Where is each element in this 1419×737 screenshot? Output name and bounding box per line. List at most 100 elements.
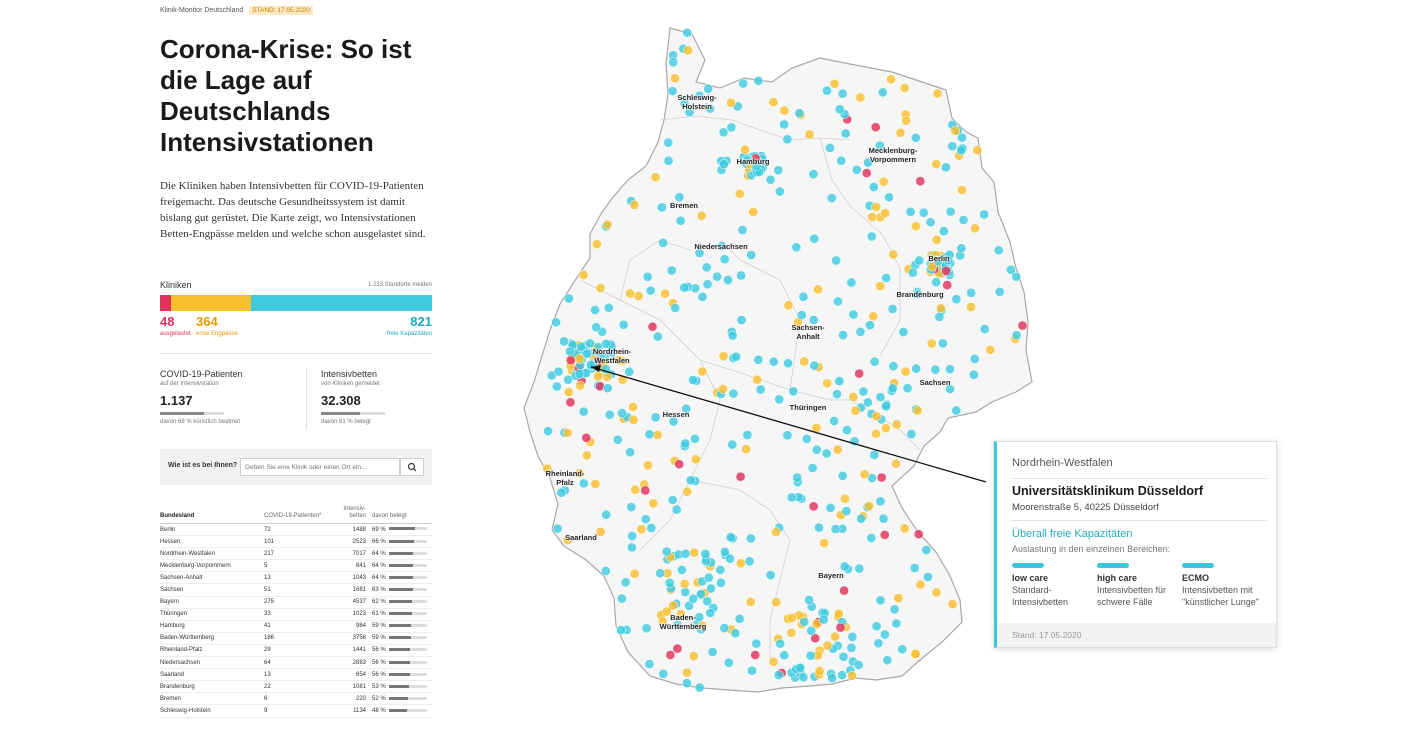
clinic-marker[interactable] (901, 115, 912, 126)
search-button[interactable] (400, 458, 424, 476)
clinic-marker[interactable] (641, 623, 652, 634)
clinic-marker[interactable] (957, 185, 967, 195)
clinic-marker[interactable] (718, 127, 729, 138)
clinic-marker[interactable] (837, 470, 848, 481)
clinic-marker[interactable] (680, 587, 691, 597)
clinic-marker[interactable] (771, 597, 782, 608)
clinic-marker[interactable] (665, 650, 676, 660)
clinic-marker[interactable] (682, 27, 693, 38)
clinic-marker[interactable] (873, 638, 884, 649)
clinic-marker[interactable] (697, 620, 708, 631)
clinic-marker[interactable] (581, 450, 592, 461)
clinic-marker[interactable] (682, 678, 692, 688)
clinic-marker[interactable] (697, 366, 708, 377)
clinic-marker[interactable] (876, 472, 887, 483)
clinic-marker[interactable] (578, 478, 589, 489)
clinic-marker[interactable] (895, 127, 906, 138)
clinic-marker[interactable] (738, 78, 748, 89)
clinic-marker[interactable] (915, 579, 926, 590)
clinic-marker[interactable] (863, 157, 873, 168)
clinic-marker[interactable] (804, 595, 814, 605)
clinic-marker[interactable] (694, 682, 705, 693)
clinic-marker[interactable] (746, 533, 756, 544)
clinic-marker[interactable] (902, 383, 913, 394)
clinic-marker[interactable] (931, 234, 942, 245)
clinic-marker[interactable] (765, 570, 776, 580)
clinic-marker[interactable] (742, 155, 752, 166)
col-bundesland[interactable]: Bundesland (160, 506, 264, 524)
clinic-marker[interactable] (795, 662, 806, 673)
clinic-marker[interactable] (846, 643, 857, 653)
clinic-marker[interactable] (787, 613, 797, 623)
clinic-marker[interactable] (951, 405, 962, 416)
clinic-marker[interactable] (591, 322, 602, 333)
clinic-marker[interactable] (969, 354, 980, 364)
clinic-marker[interactable] (718, 351, 729, 362)
clinic-marker[interactable] (601, 338, 611, 349)
clinic-marker[interactable] (576, 341, 586, 352)
clinic-marker[interactable] (731, 351, 742, 362)
clinic-marker[interactable] (808, 315, 819, 325)
clinic-marker[interactable] (562, 427, 573, 438)
clinic-marker[interactable] (718, 384, 728, 394)
clinic-marker[interactable] (847, 670, 857, 681)
clinic-marker[interactable] (966, 302, 976, 312)
clinic-marker[interactable] (947, 599, 958, 610)
clinic-marker[interactable] (970, 223, 980, 234)
clinic-marker[interactable] (595, 526, 606, 537)
clinic-marker[interactable] (866, 533, 877, 543)
clinic-marker[interactable] (625, 288, 635, 299)
clinic-marker[interactable] (933, 256, 944, 267)
clinic-marker[interactable] (552, 381, 562, 392)
clinic-marker[interactable] (798, 291, 809, 302)
clinic-marker[interactable] (684, 107, 695, 118)
clinic-marker[interactable] (1011, 330, 1022, 341)
clinic-marker[interactable] (979, 324, 990, 334)
clinic-marker[interactable] (913, 529, 924, 540)
clinic-marker[interactable] (833, 296, 843, 307)
clinic-marker[interactable] (703, 572, 714, 583)
clinic-marker[interactable] (702, 596, 713, 607)
clinic-marker[interactable] (730, 628, 741, 639)
clinic-marker[interactable] (942, 280, 953, 290)
clinic-marker[interactable] (825, 503, 836, 513)
clinic-marker[interactable] (875, 140, 885, 151)
clinic-marker[interactable] (791, 242, 802, 253)
clinic-marker[interactable] (930, 364, 941, 375)
clinic-marker[interactable] (696, 210, 707, 221)
clinic-marker[interactable] (915, 176, 926, 187)
clinic-marker[interactable] (910, 649, 921, 659)
clinic-marker[interactable] (848, 309, 859, 320)
clinic-marker[interactable] (664, 578, 675, 588)
clinic-marker[interactable] (819, 538, 829, 548)
clinic-marker[interactable] (719, 254, 730, 265)
clinic-marker[interactable] (840, 128, 851, 139)
clinic-marker[interactable] (891, 618, 902, 629)
clinic-marker[interactable] (822, 378, 833, 389)
clinic-marker[interactable] (668, 57, 679, 68)
clinic-marker[interactable] (1017, 320, 1028, 331)
clinic-marker[interactable] (590, 479, 601, 489)
clinic-marker[interactable] (956, 145, 967, 156)
clinic-marker[interactable] (618, 319, 629, 330)
clinic-marker[interactable] (768, 97, 779, 107)
clinic-marker[interactable] (578, 270, 589, 280)
clinic-marker[interactable] (556, 487, 567, 498)
clinic-marker[interactable] (750, 650, 761, 660)
clinic-marker[interactable] (842, 425, 852, 435)
clinic-marker[interactable] (794, 108, 805, 118)
clinic-marker[interactable] (640, 485, 651, 496)
clinic-marker[interactable] (705, 103, 715, 114)
clinic-marker[interactable] (768, 356, 779, 367)
clinic-marker[interactable] (694, 90, 705, 101)
clinic-marker[interactable] (740, 144, 750, 155)
clinic-marker[interactable] (773, 165, 784, 176)
search-input[interactable] (240, 458, 400, 476)
clinic-marker[interactable] (932, 88, 943, 99)
clinic-marker[interactable] (668, 416, 679, 427)
clinic-marker[interactable] (871, 202, 881, 212)
clinic-marker[interactable] (926, 338, 937, 349)
clinic-marker[interactable] (985, 344, 996, 355)
clinic-marker[interactable] (685, 475, 696, 486)
clinic-marker[interactable] (945, 206, 956, 217)
